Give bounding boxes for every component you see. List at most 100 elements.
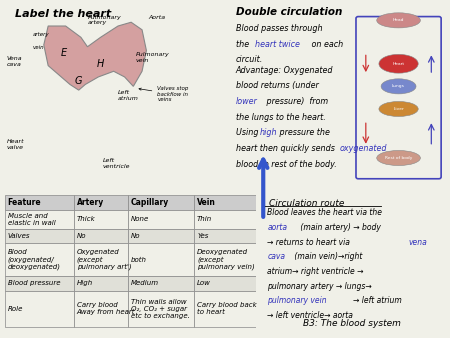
Text: pressure the: pressure the <box>277 128 330 137</box>
Text: oxygenated: oxygenated <box>340 144 387 153</box>
Bar <box>4 276 73 291</box>
Bar <box>4 229 73 243</box>
Text: cava: cava <box>267 252 285 261</box>
Text: Yes: Yes <box>197 233 208 239</box>
Text: the: the <box>236 40 252 49</box>
Text: Thick: Thick <box>76 216 95 222</box>
Text: Thin: Thin <box>197 216 212 222</box>
Text: the lungs to the heart.: the lungs to the heart. <box>236 113 326 122</box>
Bar <box>4 243 73 276</box>
Text: No: No <box>130 233 140 239</box>
Bar <box>73 291 127 327</box>
Text: No: No <box>76 233 86 239</box>
Ellipse shape <box>377 150 420 166</box>
Bar <box>73 276 127 291</box>
Bar <box>194 291 256 327</box>
Text: (main vein)→right: (main vein)→right <box>292 252 362 261</box>
Text: Blood passes through: Blood passes through <box>236 24 323 33</box>
Text: Heart
valve: Heart valve <box>7 139 24 150</box>
Ellipse shape <box>381 79 416 94</box>
Text: Thin walls allow
O₂, CO₂ + sugar
etc to exchange.: Thin walls allow O₂, CO₂ + sugar etc to … <box>130 299 189 319</box>
Text: Oxygenated
(except
pulmonary art'): Oxygenated (except pulmonary art') <box>76 249 131 270</box>
Bar <box>127 229 194 243</box>
Bar <box>127 291 194 327</box>
Text: Vena
cava: Vena cava <box>7 56 22 67</box>
Text: Liver: Liver <box>393 107 404 111</box>
Text: on each: on each <box>309 40 343 49</box>
Text: Carry blood back
to heart: Carry blood back to heart <box>197 302 256 315</box>
Text: Low: Low <box>197 281 211 286</box>
Text: Blood leaves the heart via the: Blood leaves the heart via the <box>267 209 382 217</box>
Bar <box>73 243 127 276</box>
Bar <box>4 195 73 210</box>
Text: Circulation route: Circulation route <box>269 199 345 208</box>
Bar <box>73 229 127 243</box>
Text: → left atrium: → left atrium <box>353 296 402 305</box>
Text: high: high <box>260 128 277 137</box>
Text: E: E <box>60 48 67 58</box>
Text: Valves: Valves <box>8 233 30 239</box>
Text: Pulmonary
artery: Pulmonary artery <box>87 15 121 25</box>
Text: pressure)  from: pressure) from <box>264 97 328 106</box>
Text: Feature: Feature <box>8 198 41 207</box>
Text: Medium: Medium <box>130 281 159 286</box>
Text: Using: Using <box>236 128 261 137</box>
Text: Head: Head <box>393 18 404 22</box>
Text: Muscle and
elastic in wall: Muscle and elastic in wall <box>8 213 55 226</box>
Bar <box>127 210 194 229</box>
Text: Valves stop
backflow in
veins: Valves stop backflow in veins <box>139 86 189 102</box>
Bar <box>194 276 256 291</box>
Text: Pulmonary
vein: Pulmonary vein <box>135 52 169 63</box>
Text: artery: artery <box>33 32 50 37</box>
Text: Deoxygenated
(except
pulmonary vein): Deoxygenated (except pulmonary vein) <box>197 249 255 270</box>
Text: Vein: Vein <box>197 198 216 207</box>
Text: pulmonary vein: pulmonary vein <box>267 296 327 305</box>
Bar <box>194 229 256 243</box>
Text: Label the heart: Label the heart <box>15 9 112 19</box>
Text: H: H <box>97 59 104 70</box>
Ellipse shape <box>377 13 420 28</box>
Text: None: None <box>130 216 149 222</box>
Text: Artery: Artery <box>76 198 104 207</box>
Bar <box>4 210 73 229</box>
Polygon shape <box>44 22 146 90</box>
Text: G: G <box>75 76 82 87</box>
Bar <box>73 210 127 229</box>
Bar <box>194 195 256 210</box>
Text: High: High <box>76 281 93 286</box>
Text: Lungs: Lungs <box>392 84 405 88</box>
Ellipse shape <box>379 101 418 117</box>
Text: aorta: aorta <box>267 223 288 232</box>
Text: Capillary: Capillary <box>130 198 169 207</box>
Text: Role: Role <box>8 306 23 312</box>
Text: (main artery) → body: (main artery) → body <box>298 223 381 232</box>
Bar <box>127 276 194 291</box>
Text: circuit.: circuit. <box>236 55 263 65</box>
Text: Left
atrium: Left atrium <box>118 90 139 101</box>
Text: Blood pressure: Blood pressure <box>8 281 60 286</box>
Bar <box>73 195 127 210</box>
Text: blood to rest of the body.: blood to rest of the body. <box>236 160 337 169</box>
Text: Rest of body: Rest of body <box>385 156 412 160</box>
Bar <box>127 195 194 210</box>
Text: vein: vein <box>33 45 45 50</box>
Text: both: both <box>130 257 147 263</box>
Text: B3: The blood system: B3: The blood system <box>303 319 401 328</box>
Text: Advantage: Oxygenated: Advantage: Oxygenated <box>236 66 333 75</box>
Text: Heart: Heart <box>392 62 405 66</box>
Text: blood returns (under: blood returns (under <box>236 81 319 90</box>
Text: vena: vena <box>408 238 427 247</box>
Bar <box>4 291 73 327</box>
Text: Aorta: Aorta <box>148 15 166 20</box>
Text: → left ventricle→ aorta: → left ventricle→ aorta <box>267 311 353 320</box>
Text: Carry blood
Away from heart: Carry blood Away from heart <box>76 302 135 315</box>
Text: Left
ventricle: Left ventricle <box>103 158 130 169</box>
Text: Blood
(oxygenated/
deoxygenated): Blood (oxygenated/ deoxygenated) <box>8 249 60 270</box>
Text: → returns to heart via: → returns to heart via <box>267 238 353 247</box>
Text: Double circulation: Double circulation <box>236 7 342 17</box>
Ellipse shape <box>379 54 418 73</box>
Text: heart then quickly sends: heart then quickly sends <box>236 144 338 153</box>
Text: lower: lower <box>236 97 258 106</box>
Text: atrium→ right ventricle →: atrium→ right ventricle → <box>267 267 364 276</box>
Bar <box>194 210 256 229</box>
